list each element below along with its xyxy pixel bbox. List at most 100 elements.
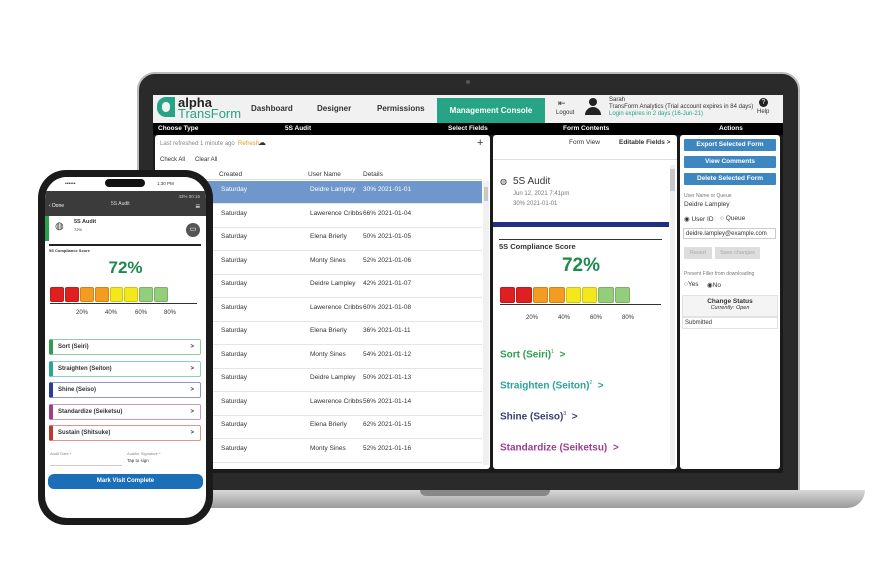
phone-section-item[interactable]: Shine (Seiso) >	[49, 382, 201, 398]
table-row[interactable]: Saturday Elena Brierly 36% 2021-01-11	[155, 322, 482, 345]
phone-app-bar: 43% 00:15 ‹ Done 5S Audit ≡	[45, 191, 206, 216]
nav-designer[interactable]: Designer	[317, 104, 352, 113]
audit-date-label: Audit Date *	[50, 451, 72, 456]
radio-user-id[interactable]: ◉ User ID	[684, 216, 714, 223]
camera-button-icon[interactable]: ▭	[186, 223, 200, 237]
phone-title: 5S Audit	[111, 201, 130, 207]
cell-user: Lawerence Cribbs	[310, 209, 363, 217]
actions-panel: Export Selected Form View Comments Delet…	[680, 135, 780, 469]
cell-user: Deidre Lampley	[310, 280, 356, 287]
view-comments-button[interactable]: View Comments	[684, 156, 776, 168]
revert-button[interactable]: Revert	[684, 247, 712, 259]
cell-user: Monty Sines	[310, 350, 346, 358]
table-row[interactable]: Saturday Deidre Lampley 30% 2021-01-01	[155, 181, 482, 204]
radio-queue[interactable]: ○ Queue	[720, 215, 746, 222]
table-row[interactable]: Saturday Elena Brierly 62% 2021-01-15	[155, 416, 482, 439]
table-row[interactable]: Saturday Lawerence Cribbs 56% 2021-01-14	[155, 393, 482, 416]
cell-user: Deidre Lampley	[310, 374, 356, 381]
user-queue-label: User Name or Queue	[684, 193, 732, 199]
laptop-notch	[420, 490, 550, 496]
camera	[466, 80, 470, 84]
radio-no[interactable]: ◉No	[707, 282, 721, 289]
table-row[interactable]: Saturday Deidre Lampley 42% 2021-01-07	[155, 275, 482, 298]
select-fields-label[interactable]: Select Fields	[448, 125, 488, 132]
header-divider	[493, 222, 669, 227]
current-status: Currently: Open	[710, 305, 750, 311]
clear-all-link[interactable]: Clear All	[195, 157, 218, 163]
mark-visit-complete-button[interactable]: Mark Visit Complete	[48, 474, 203, 489]
radio-yes[interactable]: ○Yes	[684, 281, 699, 288]
table-row[interactable]: Saturday Lawerence Cribbs 66% 2021-01-04	[155, 205, 482, 228]
table-row[interactable]: Saturday Monty Sines 52% 2021-01-16	[155, 440, 482, 463]
cell-created: Saturday	[221, 374, 248, 381]
delete-form-button[interactable]: Delete Selected Form	[684, 173, 776, 185]
phone-score-value: 72%	[108, 258, 143, 277]
phone-score-gauge	[50, 287, 169, 302]
cell-user: Lawerence Cribbs	[310, 303, 363, 311]
done-button[interactable]: ‹ Done	[49, 203, 65, 209]
phone-section-item[interactable]: Sustain (Shitsuke) >	[49, 425, 201, 441]
tick-60: 60%	[590, 315, 603, 321]
cell-details: 42% 2021-01-07	[363, 280, 412, 287]
user-queue-value: Deidre Lampley	[684, 201, 730, 208]
choose-type-label: Choose Type	[158, 125, 199, 132]
phone-gauge-segment	[64, 287, 79, 302]
email-input[interactable]: deidre.lampley@example.com	[683, 228, 776, 239]
form-scrollbar[interactable]	[670, 165, 675, 465]
app-screen: alpha TransForm Dashboard Designer Permis…	[153, 95, 783, 473]
score-value: 72%	[561, 255, 601, 276]
editable-fields-tab[interactable]: Editable Fields >	[619, 139, 671, 146]
table-body: Saturday Deidre Lampley 30% 2021-01-01 Satu…	[155, 181, 482, 465]
section-link[interactable]: Standardize (Seiketsu) >	[500, 442, 619, 454]
phone-tick-40: 40%	[105, 310, 118, 316]
scrollbar[interactable]	[483, 181, 489, 465]
check-all-link[interactable]: Check All	[160, 157, 186, 163]
tap-to-sign[interactable]: Tap to sign	[127, 458, 149, 463]
last-refreshed: Last refreshed 1 minute ago	[160, 141, 235, 147]
cell-user: Elena Brierly	[310, 233, 347, 240]
col-created[interactable]: Created	[219, 171, 243, 178]
logout-link[interactable]: Logout	[556, 110, 575, 116]
col-details[interactable]: Details	[363, 171, 383, 178]
audit-date-input[interactable]	[50, 465, 122, 466]
form-view-tab[interactable]: Form View	[569, 139, 600, 146]
table-row[interactable]: Saturday Monty Sines 54% 2021-01-12	[155, 346, 482, 369]
table-row[interactable]: Saturday Lawerence Cribbs 60% 2021-01-08	[155, 299, 482, 322]
table-row[interactable]: Saturday Deidre Lampley 50% 2021-01-13	[155, 369, 482, 392]
refresh-link[interactable]: Refresh	[238, 141, 260, 147]
cell-user: Monty Sines	[310, 256, 346, 264]
cell-created: Saturday	[221, 186, 248, 193]
nav-dashboard[interactable]: Dashboard	[251, 104, 293, 113]
phone-section-item[interactable]: Standardize (Seiketsu) >	[49, 403, 201, 420]
gauge-segment	[614, 287, 630, 303]
cell-created: Saturday	[221, 303, 248, 311]
phone-gauge-segment	[154, 287, 168, 302]
help-icon[interactable]: ?	[759, 98, 768, 107]
cell-created: Saturday	[221, 256, 248, 264]
menu-icon[interactable]: ≡	[195, 202, 200, 211]
table-row[interactable]: Saturday Elena Brierly 50% 2021-01-05	[155, 228, 482, 251]
save-changes-button[interactable]: Save changes	[715, 247, 760, 259]
export-form-button[interactable]: Export Selected Form	[684, 139, 776, 151]
add-button[interactable]: +	[477, 137, 484, 149]
col-user-name[interactable]: User Name	[308, 171, 341, 178]
status-option-submitted[interactable]: Submitted	[682, 317, 778, 329]
section-link[interactable]: Straighten (Seiton)2 >	[500, 380, 604, 392]
cloud-download-icon[interactable]: ☁	[258, 138, 266, 147]
logout-icon[interactable]: ⇤	[558, 98, 566, 108]
table-row[interactable]: Saturday Monty Sines 52% 2021-01-06	[155, 252, 482, 275]
form-title: 5S Audit	[513, 176, 551, 187]
phone-gauge-segment	[79, 287, 94, 302]
cell-created: Saturday	[221, 233, 248, 240]
phone-section-item[interactable]: Sort (Seiri) >	[49, 339, 201, 355]
nav-permissions[interactable]: Permissions	[377, 104, 425, 113]
help-link[interactable]: Help	[757, 109, 770, 115]
cell-user: Lawerence Cribbs	[310, 397, 363, 405]
change-status-title: Change Status	[707, 298, 753, 305]
nav-management-console[interactable]: Management Console	[437, 98, 545, 123]
cell-details: 60% 2021-01-08	[363, 303, 412, 311]
section-link[interactable]: Shine (Seiso)3 >	[500, 411, 578, 423]
section-link[interactable]: Sort (Seiri)1 >	[500, 349, 566, 361]
actions-label: Actions	[719, 125, 743, 132]
phone-section-item[interactable]: Straighten (Seiton) >	[49, 360, 201, 377]
